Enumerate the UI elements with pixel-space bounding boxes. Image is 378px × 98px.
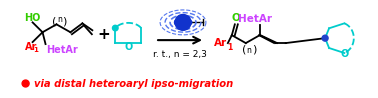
Text: HetAr: HetAr (238, 14, 272, 24)
Circle shape (113, 25, 118, 31)
Text: ): ) (62, 16, 67, 26)
Text: HetAr: HetAr (46, 45, 78, 55)
Text: n: n (57, 15, 62, 24)
Text: HO: HO (25, 13, 41, 23)
Text: n: n (246, 46, 251, 55)
Text: r. t., n = 2,3: r. t., n = 2,3 (153, 50, 207, 59)
Text: (: ( (242, 45, 246, 55)
Text: 1: 1 (34, 47, 39, 53)
Text: O: O (340, 49, 349, 59)
Text: 1: 1 (227, 43, 232, 52)
Text: Ar: Ar (214, 38, 227, 48)
Text: +: + (97, 27, 110, 42)
Text: O: O (231, 13, 240, 23)
Text: ): ) (252, 45, 256, 55)
Circle shape (322, 35, 328, 41)
Text: Ar: Ar (25, 42, 37, 52)
Circle shape (22, 80, 29, 87)
Text: O: O (124, 42, 132, 52)
Text: (: ( (52, 16, 57, 26)
Text: via distal heteroaryl ipso-migration: via distal heteroaryl ipso-migration (34, 78, 233, 88)
Circle shape (175, 15, 191, 30)
